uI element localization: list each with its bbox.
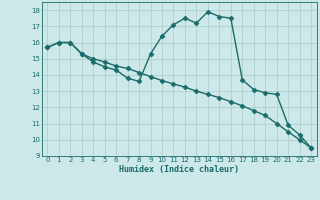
X-axis label: Humidex (Indice chaleur): Humidex (Indice chaleur) bbox=[119, 165, 239, 174]
